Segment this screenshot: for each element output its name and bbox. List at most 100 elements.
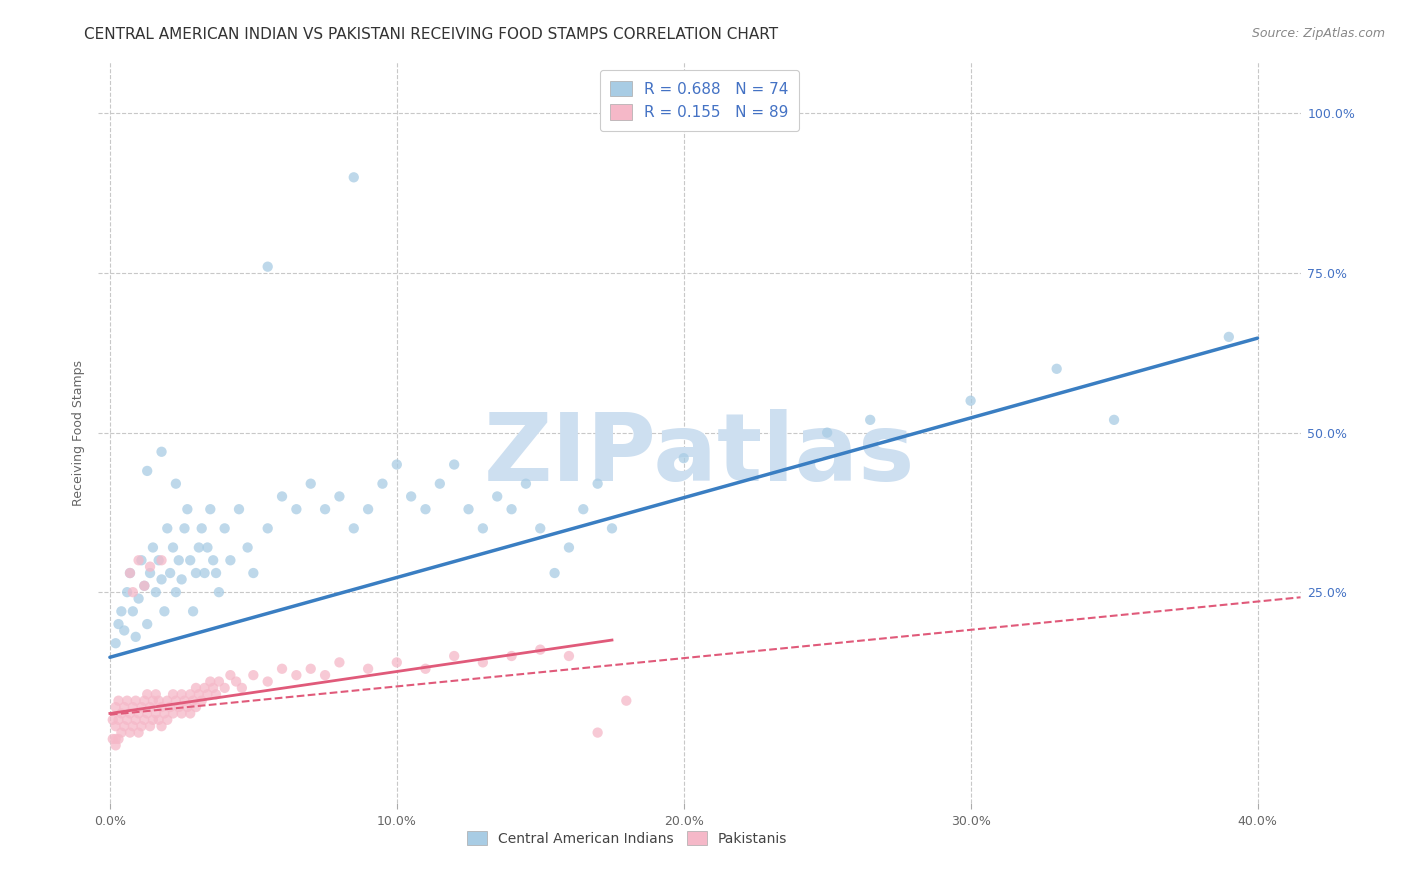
Point bbox=[125, 694, 148, 708]
Point bbox=[115, 694, 138, 708]
Point bbox=[1102, 413, 1125, 427]
Point bbox=[179, 706, 201, 721]
Point bbox=[153, 604, 176, 618]
Point bbox=[125, 713, 148, 727]
Point bbox=[104, 636, 127, 650]
Point bbox=[190, 521, 212, 535]
Point bbox=[131, 700, 153, 714]
Point bbox=[134, 579, 156, 593]
Point bbox=[179, 553, 201, 567]
Text: ZIPatlas: ZIPatlas bbox=[484, 409, 915, 500]
Point bbox=[134, 713, 156, 727]
Point bbox=[385, 458, 408, 472]
Point bbox=[285, 668, 308, 682]
Point bbox=[429, 476, 451, 491]
Point bbox=[299, 476, 322, 491]
Point bbox=[343, 521, 366, 535]
Point bbox=[136, 706, 159, 721]
Point bbox=[299, 662, 322, 676]
Point bbox=[112, 719, 135, 733]
Point bbox=[167, 553, 190, 567]
Point bbox=[128, 706, 150, 721]
Text: CENTRAL AMERICAN INDIAN VS PAKISTANI RECEIVING FOOD STAMPS CORRELATION CHART: CENTRAL AMERICAN INDIAN VS PAKISTANI REC… bbox=[84, 27, 779, 42]
Point bbox=[501, 648, 523, 663]
Point bbox=[443, 458, 465, 472]
Point bbox=[328, 490, 350, 504]
Point bbox=[159, 566, 181, 580]
Point bbox=[529, 521, 551, 535]
Point bbox=[200, 502, 222, 516]
Point bbox=[208, 674, 231, 689]
Point bbox=[187, 541, 209, 555]
Point bbox=[110, 706, 132, 721]
Point bbox=[184, 700, 207, 714]
Point bbox=[110, 604, 132, 618]
Point bbox=[145, 687, 167, 701]
Point bbox=[228, 502, 250, 516]
Legend: Central American Indians, Pakistanis: Central American Indians, Pakistanis bbox=[461, 825, 793, 851]
Point bbox=[271, 490, 294, 504]
Point bbox=[600, 521, 623, 535]
Point bbox=[136, 617, 159, 632]
Point bbox=[572, 502, 595, 516]
Point bbox=[136, 464, 159, 478]
Point bbox=[128, 591, 150, 606]
Point bbox=[112, 700, 135, 714]
Point bbox=[165, 585, 187, 599]
Point bbox=[139, 700, 162, 714]
Point bbox=[959, 393, 981, 408]
Point bbox=[134, 694, 156, 708]
Point bbox=[205, 566, 228, 580]
Point bbox=[443, 648, 465, 663]
Point bbox=[558, 648, 581, 663]
Point bbox=[142, 541, 165, 555]
Point bbox=[614, 694, 637, 708]
Point bbox=[285, 502, 308, 516]
Point bbox=[214, 681, 236, 695]
Point bbox=[150, 444, 173, 458]
Point bbox=[202, 681, 225, 695]
Point bbox=[121, 604, 143, 618]
Point bbox=[236, 541, 259, 555]
Point bbox=[128, 553, 150, 567]
Point bbox=[118, 566, 141, 580]
Point bbox=[219, 668, 242, 682]
Point bbox=[176, 700, 198, 714]
Point bbox=[179, 687, 201, 701]
Point bbox=[145, 706, 167, 721]
Point bbox=[586, 725, 609, 739]
Point bbox=[202, 553, 225, 567]
Point bbox=[139, 566, 162, 580]
Point bbox=[167, 700, 190, 714]
Point bbox=[176, 502, 198, 516]
Point bbox=[385, 656, 408, 670]
Y-axis label: Receiving Food Stamps: Receiving Food Stamps bbox=[72, 359, 84, 506]
Point bbox=[190, 694, 212, 708]
Point bbox=[529, 642, 551, 657]
Point bbox=[165, 694, 187, 708]
Point bbox=[256, 260, 278, 274]
Point bbox=[214, 521, 236, 535]
Point bbox=[371, 476, 394, 491]
Point bbox=[128, 725, 150, 739]
Point bbox=[170, 573, 193, 587]
Point bbox=[256, 521, 278, 535]
Point bbox=[457, 502, 479, 516]
Point bbox=[104, 719, 127, 733]
Point bbox=[150, 553, 173, 567]
Point bbox=[148, 553, 170, 567]
Point bbox=[170, 687, 193, 701]
Point bbox=[115, 713, 138, 727]
Point bbox=[121, 585, 143, 599]
Point bbox=[148, 713, 170, 727]
Point bbox=[162, 687, 184, 701]
Point bbox=[156, 713, 179, 727]
Point bbox=[118, 706, 141, 721]
Point bbox=[134, 579, 156, 593]
Point bbox=[156, 521, 179, 535]
Point bbox=[219, 553, 242, 567]
Point bbox=[197, 541, 219, 555]
Point bbox=[208, 585, 231, 599]
Point bbox=[104, 731, 127, 746]
Point bbox=[471, 656, 494, 670]
